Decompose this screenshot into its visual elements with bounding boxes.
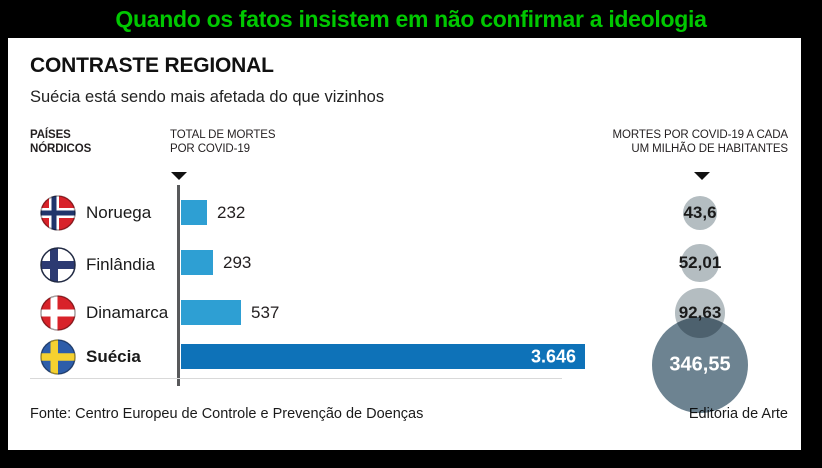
arrow-down-icon bbox=[694, 172, 710, 180]
total-deaths-value: 232 bbox=[217, 202, 246, 222]
country-label: Suécia bbox=[86, 347, 141, 366]
column-header-deaths-per-million: MORTES POR COVID-19 A CADA UM MILHÃO DE … bbox=[612, 129, 789, 155]
denmark-flag-icon bbox=[40, 295, 76, 331]
total-deaths-value: 3.646 bbox=[530, 346, 576, 366]
deaths-per-million-value: 92,63 bbox=[678, 303, 722, 322]
deaths-per-million-value: 346,55 bbox=[669, 353, 731, 376]
total-deaths-bar: 232 bbox=[181, 200, 245, 225]
finland-flag-icon bbox=[40, 247, 76, 283]
deaths-per-million-bubble bbox=[683, 196, 718, 231]
chart-title: CONTRASTE REGIONAL bbox=[30, 54, 274, 77]
column-header-countries: PAÍSES NÓRDICOS bbox=[30, 129, 92, 155]
sweden-flag-icon bbox=[40, 339, 76, 375]
chart-subtitle: Suécia está sendo mais afetada do que vi… bbox=[30, 88, 385, 106]
bar-axis-line bbox=[177, 185, 180, 386]
arrow-down-icon bbox=[171, 172, 187, 180]
source-note: Fonte: Centro Europeu de Controle e Prev… bbox=[30, 406, 424, 422]
infographic-card: CONTRASTE REGIONAL Suécia está sendo mai… bbox=[8, 38, 801, 450]
norway-flag-icon bbox=[40, 195, 76, 231]
total-deaths-bar: 3.646 bbox=[181, 344, 585, 369]
footer-divider bbox=[30, 378, 562, 379]
deaths-per-million-bubble bbox=[652, 317, 748, 413]
total-deaths-bar: 537 bbox=[181, 300, 279, 325]
column-header-total-deaths: TOTAL DE MORTES POR COVID-19 bbox=[170, 129, 276, 155]
deaths-per-million-value: 43,6 bbox=[683, 203, 717, 222]
country-label: Finlândia bbox=[86, 255, 155, 274]
deaths-per-million-value: 52,01 bbox=[678, 253, 722, 272]
deaths-per-million-bubble bbox=[681, 244, 719, 282]
country-label: Dinamarca bbox=[86, 303, 169, 322]
total-deaths-value: 537 bbox=[251, 302, 280, 322]
total-deaths-bar: 293 bbox=[181, 250, 251, 275]
country-label: Noruega bbox=[86, 203, 152, 222]
banner-headline: Quando os fatos insistem em não confirma… bbox=[115, 6, 707, 32]
total-deaths-value: 293 bbox=[223, 252, 252, 272]
